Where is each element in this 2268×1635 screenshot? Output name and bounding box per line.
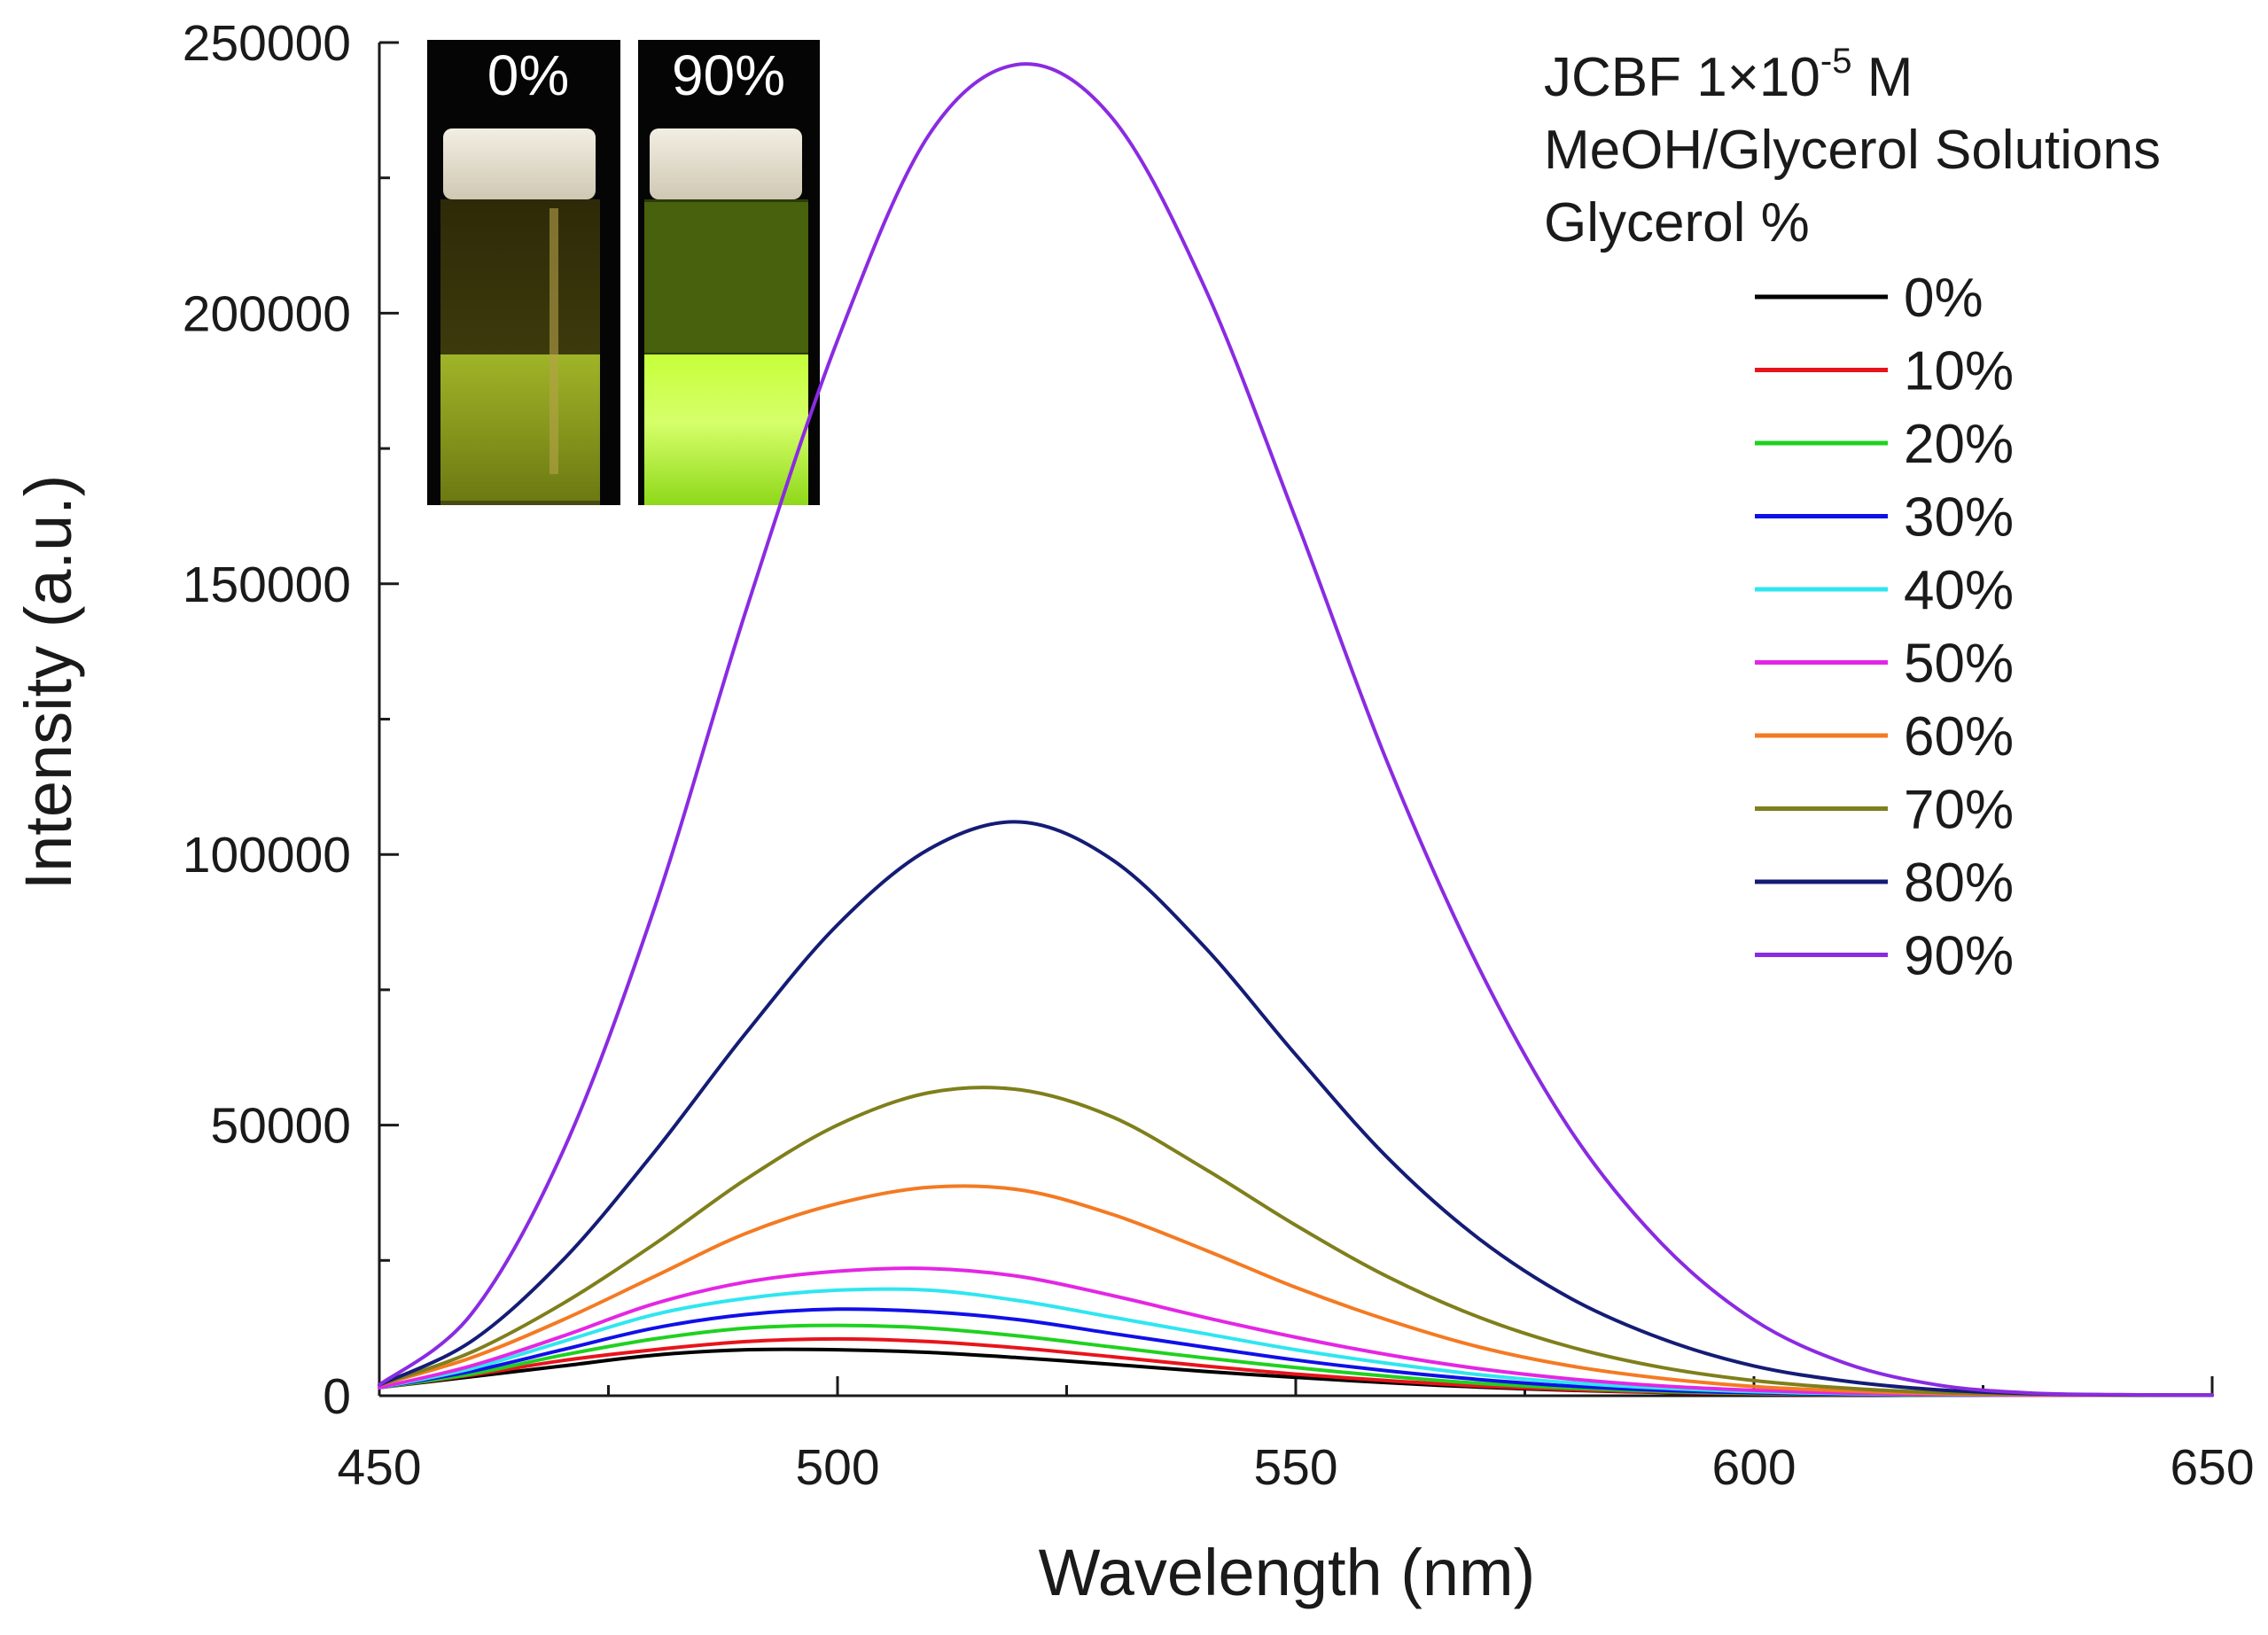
legend-label-90pct: 90%	[1904, 926, 2014, 987]
legend-title-line3: Glycerol %	[1544, 192, 1810, 253]
vial-cap-right	[650, 128, 802, 199]
vial-glare-left	[549, 208, 558, 474]
x-tick-label-600: 600	[1711, 1439, 1796, 1496]
legend-items: 0% 10% 20% 30% 40% 50% 60% 70% 80% 90%	[1755, 268, 2014, 987]
y-tick-label-150000: 150000	[183, 557, 351, 613]
y-axis-title: Intensity (a.u.)	[12, 475, 85, 891]
legend-label-40pct: 40%	[1904, 560, 2014, 621]
legend-title-exponent: -5	[1820, 42, 1852, 81]
x-axis-title: Wavelength (nm)	[1039, 1536, 1536, 1609]
y-tick-label-250000: 250000	[183, 15, 351, 72]
tick-labels: 450 500 550 600 650 0 50000 100000 150000 200000 2…	[183, 15, 2255, 1496]
legend-title-line2: MeOH/Glycerol Solutions	[1544, 120, 2161, 181]
x-tick-label-450: 450	[337, 1439, 421, 1496]
y-tick-label-50000: 50000	[210, 1098, 351, 1155]
y-tick-label-200000: 200000	[183, 285, 351, 342]
series-lines	[378, 62, 2214, 1398]
series-line-70pct	[378, 1086, 2214, 1398]
vial-liquid-left	[440, 354, 600, 501]
legend-label-10pct: 10%	[1904, 341, 2014, 402]
legend-title-line1: JCBF 1×10-5 M	[1544, 42, 1913, 108]
inset-left-label: 0%	[487, 43, 570, 107]
x-tick-label-550: 550	[1253, 1439, 1337, 1496]
vial-liquid-right	[644, 354, 808, 505]
x-tick-label-500: 500	[795, 1439, 879, 1496]
legend-label-80pct: 80%	[1904, 853, 2014, 914]
legend: JCBF 1×10-5 M MeOH/Glycerol Solutions Gl…	[1544, 42, 2161, 987]
legend-title-unit: M	[1851, 47, 1913, 108]
vial-glass-right	[644, 202, 808, 353]
y-tick-label-0: 0	[323, 1368, 351, 1425]
inset-right-label: 90%	[672, 43, 785, 107]
y-tick-label-100000: 100000	[183, 827, 351, 884]
legend-title-compound: JCBF 1×10	[1544, 47, 1820, 108]
ticks	[378, 41, 2214, 1398]
x-tick-label-650: 650	[2170, 1439, 2254, 1496]
series-line-80pct	[378, 820, 2214, 1398]
legend-label-50pct: 50%	[1904, 634, 2014, 695]
legend-label-0pct: 0%	[1904, 268, 1984, 329]
legend-label-60pct: 60%	[1904, 706, 2014, 767]
series-line-60pct	[378, 1184, 2214, 1398]
legend-label-20pct: 20%	[1904, 414, 2014, 475]
series-line-90pct	[378, 62, 2214, 1398]
legend-label-30pct: 30%	[1904, 487, 2014, 549]
vial-photo-inset: 0% 90%	[427, 40, 820, 505]
legend-label-70pct: 70%	[1904, 780, 2014, 841]
vial-cap-left	[443, 128, 596, 199]
